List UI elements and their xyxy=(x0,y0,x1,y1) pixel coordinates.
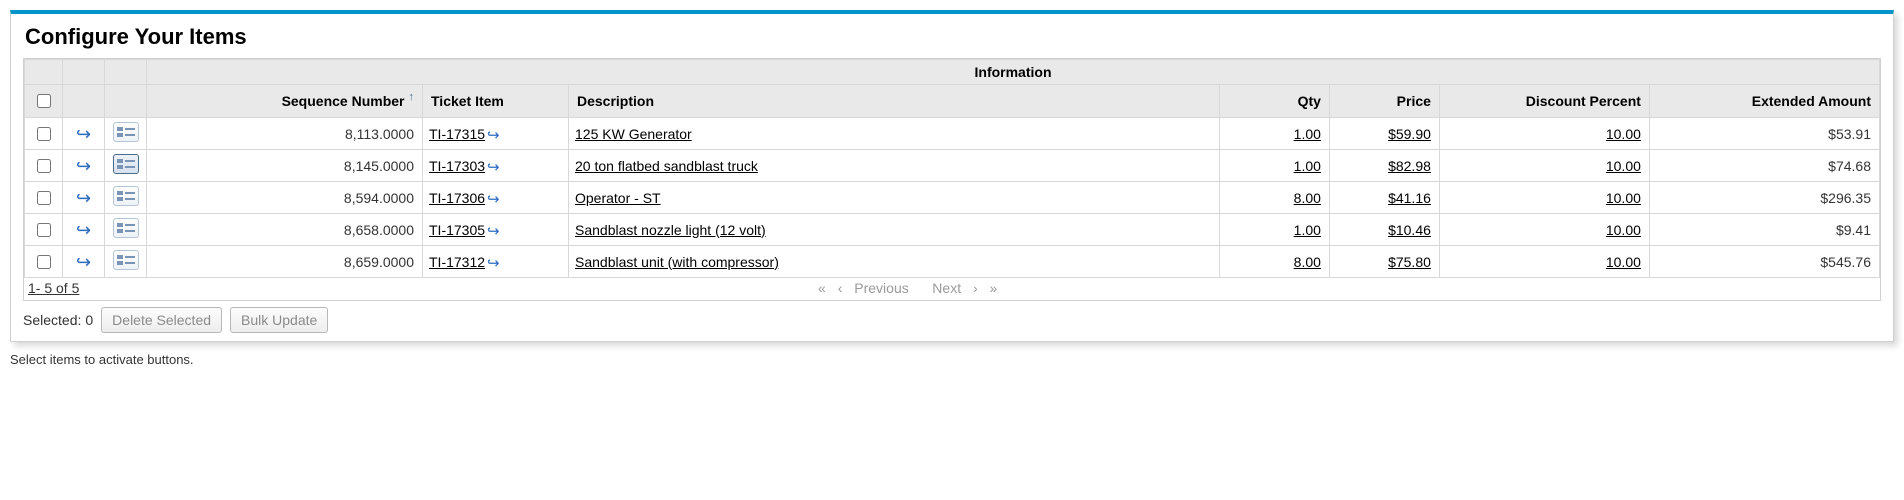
row-action-icon[interactable]: ↪ xyxy=(76,125,91,143)
configure-items-panel: Configure Your Items Information xyxy=(10,10,1894,342)
price-link[interactable]: $82.98 xyxy=(1388,158,1431,174)
page-last-button[interactable]: » xyxy=(986,280,1002,296)
row-checkbox[interactable] xyxy=(37,159,51,173)
row-action-icon[interactable]: ↪ xyxy=(76,253,91,271)
sequence-header[interactable]: Sequence Number ↑ xyxy=(147,85,423,118)
cell-sequence: 8,659.0000 xyxy=(147,246,423,278)
cell-sequence: 8,594.0000 xyxy=(147,182,423,214)
row-action-icon[interactable]: ↪ xyxy=(76,189,91,207)
description-link[interactable]: Operator - ST xyxy=(575,190,661,206)
information-header: Information xyxy=(147,60,1880,85)
discount-link[interactable]: 10.00 xyxy=(1606,158,1641,174)
table-row: ↪8,659.0000TI-17312↪Sandblast unit (with… xyxy=(25,246,1880,278)
sequence-header-label: Sequence Number xyxy=(282,93,405,109)
qty-header[interactable]: Qty xyxy=(1219,85,1329,118)
price-link[interactable]: $10.46 xyxy=(1388,222,1431,238)
discount-header[interactable]: Discount Percent xyxy=(1439,85,1649,118)
price-link[interactable]: $59.90 xyxy=(1388,126,1431,142)
table-row: ↪8,594.0000TI-17306↪Operator - ST8.00$41… xyxy=(25,182,1880,214)
cell-extended: $296.35 xyxy=(1649,182,1879,214)
goto-ticket-icon[interactable]: ↪ xyxy=(487,190,500,208)
cell-extended: $545.76 xyxy=(1649,246,1879,278)
details-col-header xyxy=(105,85,147,118)
pager: 1- 5 of 5 « ‹ Previous Next › » xyxy=(24,278,1880,300)
table-row: ↪8,113.0000TI-17315↪125 KW Generator1.00… xyxy=(25,118,1880,150)
description-link[interactable]: Sandblast nozzle light (12 volt) xyxy=(575,222,766,238)
row-details-button[interactable] xyxy=(113,154,139,174)
row-details-button[interactable] xyxy=(113,186,139,206)
table-row: ↪8,658.0000TI-17305↪Sandblast nozzle lig… xyxy=(25,214,1880,246)
qty-link[interactable]: 8.00 xyxy=(1294,190,1321,206)
page-next-arrow[interactable]: › xyxy=(969,280,982,296)
discount-link[interactable]: 10.00 xyxy=(1606,126,1641,142)
row-checkbox[interactable] xyxy=(37,127,51,141)
selected-label: Selected: xyxy=(23,312,81,328)
record-range[interactable]: 1- 5 of 5 xyxy=(28,280,79,296)
cell-sequence: 8,145.0000 xyxy=(147,150,423,182)
cell-extended: $53.91 xyxy=(1649,118,1879,150)
cell-extended: $9.41 xyxy=(1649,214,1879,246)
bulk-update-button[interactable]: Bulk Update xyxy=(230,307,328,333)
description-link[interactable]: 125 KW Generator xyxy=(575,126,692,142)
row-checkbox[interactable] xyxy=(37,255,51,269)
ticket-item-link[interactable]: TI-17305 xyxy=(429,222,485,238)
header-check-blank xyxy=(25,60,63,85)
cell-extended: $74.68 xyxy=(1649,150,1879,182)
table-row: ↪8,145.0000TI-17303↪20 ton flatbed sandb… xyxy=(25,150,1880,182)
ticket-item-link[interactable]: TI-17312 xyxy=(429,254,485,270)
description-header[interactable]: Description xyxy=(569,85,1220,118)
discount-link[interactable]: 10.00 xyxy=(1606,190,1641,206)
ticket-item-link[interactable]: TI-17315 xyxy=(429,126,485,142)
price-link[interactable]: $41.16 xyxy=(1388,190,1431,206)
description-link[interactable]: 20 ton flatbed sandblast truck xyxy=(575,158,758,174)
page-prev-label[interactable]: Previous xyxy=(850,280,912,296)
extended-header[interactable]: Extended Amount xyxy=(1649,85,1879,118)
price-header[interactable]: Price xyxy=(1329,85,1439,118)
cell-sequence: 8,658.0000 xyxy=(147,214,423,246)
qty-link[interactable]: 8.00 xyxy=(1294,254,1321,270)
selection-hint: Select items to activate buttons. xyxy=(10,352,1894,367)
page-next-label[interactable]: Next xyxy=(928,280,965,296)
ticket-item-link[interactable]: TI-17303 xyxy=(429,158,485,174)
page-title: Configure Your Items xyxy=(25,24,1881,50)
ticket-item-link[interactable]: TI-17306 xyxy=(429,190,485,206)
grid-footer-bar: Selected: 0 Delete Selected Bulk Update xyxy=(23,301,1881,333)
goto-ticket-icon[interactable]: ↪ xyxy=(487,254,500,272)
ticket-item-header[interactable]: Ticket Item xyxy=(423,85,569,118)
goto-ticket-icon[interactable]: ↪ xyxy=(487,158,500,176)
header-action-blank xyxy=(63,60,105,85)
items-table: Information Sequence Number ↑ Ticket It xyxy=(24,59,1880,278)
row-details-button[interactable] xyxy=(113,122,139,142)
cell-sequence: 8,113.0000 xyxy=(147,118,423,150)
select-all-header[interactable] xyxy=(25,85,63,118)
page-first-button[interactable]: « xyxy=(814,280,830,296)
delete-selected-button[interactable]: Delete Selected xyxy=(101,307,222,333)
row-checkbox[interactable] xyxy=(37,223,51,237)
row-details-button[interactable] xyxy=(113,250,139,270)
header-details-blank xyxy=(105,60,147,85)
description-link[interactable]: Sandblast unit (with compressor) xyxy=(575,254,779,270)
price-link[interactable]: $75.80 xyxy=(1388,254,1431,270)
discount-link[interactable]: 10.00 xyxy=(1606,254,1641,270)
qty-link[interactable]: 1.00 xyxy=(1294,222,1321,238)
qty-link[interactable]: 1.00 xyxy=(1294,126,1321,142)
action-col-header xyxy=(63,85,105,118)
page-prev-arrow[interactable]: ‹ xyxy=(834,280,847,296)
sort-asc-icon: ↑ xyxy=(409,91,415,103)
row-action-icon[interactable]: ↪ xyxy=(76,221,91,239)
goto-ticket-icon[interactable]: ↪ xyxy=(487,222,500,240)
discount-link[interactable]: 10.00 xyxy=(1606,222,1641,238)
row-details-button[interactable] xyxy=(113,218,139,238)
goto-ticket-icon[interactable]: ↪ xyxy=(487,126,500,144)
selected-count: 0 xyxy=(85,312,93,328)
qty-link[interactable]: 1.00 xyxy=(1294,158,1321,174)
select-all-checkbox[interactable] xyxy=(37,94,51,108)
row-checkbox[interactable] xyxy=(37,191,51,205)
items-grid-wrap: Information Sequence Number ↑ Ticket It xyxy=(23,58,1881,301)
row-action-icon[interactable]: ↪ xyxy=(76,157,91,175)
